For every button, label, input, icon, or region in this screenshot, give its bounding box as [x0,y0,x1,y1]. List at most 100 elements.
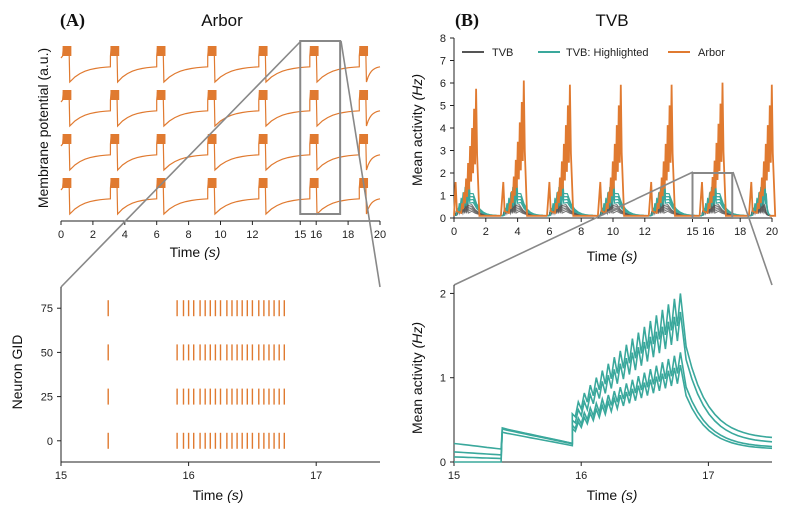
panel-b-top-x-tick-label: 8 [578,226,584,238]
arbor-burst [698,82,749,217]
panel-b-top-y-tick-label: 6 [440,78,446,90]
panel-b-bottom-x-tick-label: 15 [448,470,460,482]
panel-b-top-yticks: 0 1 2 3 4 5 6 7 8 [440,33,454,225]
arbor-burst [596,84,649,217]
burst-block [359,46,369,56]
panel-b-bottom-x-tick-label: 17 [702,470,714,482]
burst-block [110,46,120,56]
panel-b-top-xticks: 0 2 4 6 8 10 12 15 16 18 20 [451,218,778,238]
panel-b-top-y-tick-label: 8 [440,33,446,45]
burst-block [207,178,217,188]
panel-a-zoom-box [299,40,342,215]
panel-b-top-x-tick-label: 12 [639,226,651,238]
burst-block [207,90,217,100]
panel-a-zoom-connector-right [340,40,381,288]
panel-a-top-x-tick-label: 8 [186,229,192,241]
panel-b-top-x-tick-label: 10 [607,226,619,238]
burst-block [309,90,319,100]
panel-b-top-xlabel: Time (s) [587,248,638,264]
panel-b-top-y-tick-label: 7 [440,56,446,68]
panel-b-bottom-y-tick-label: 0 [440,457,446,469]
panel-b-zoom-connector-right [732,171,773,286]
arbor-series [453,80,777,217]
panel-a-top-x-tick-label: 12 [246,229,258,241]
panel-a-bottom-x-tick-label: 16 [182,470,194,482]
panel-b-top-x-tick-label: 15 [686,226,698,238]
panel-b-bottom-xticks: 15 16 17 [448,462,715,482]
panel-a-bottom: 0 25 50 75 15 16 17 Neuron GID Time (s) [9,287,380,503]
panel-a-bottom-y-tick-label: 25 [41,392,53,404]
panel-a-bottom-xlabel: Time (s) [193,487,244,503]
panel-a-bottom-x-tick-label: 15 [55,470,67,482]
membrane-trace-row [60,135,381,172]
panel-a-bottom-y-tick-label: 50 [41,347,53,359]
panel-a-bottom-yticks: 0 25 50 75 [41,303,61,448]
zoom-activity-trace-1 [453,293,773,450]
burst-block [156,178,166,188]
arbor-burst [748,84,777,217]
burst-block [110,134,120,144]
membrane-trace-row [60,179,381,216]
legend-arbor-label: Arbor [698,47,725,59]
panel-a-top-x-tick-label: 16 [310,229,322,241]
panel-a-top-xlabel: Time (s) [170,244,221,260]
panel-a-bottom-xticks: 15 16 17 [55,462,322,482]
burst-block [156,90,166,100]
burst-block [62,178,72,188]
arbor-burst [500,80,547,217]
panel-b-top-y-tick-label: 0 [440,213,446,225]
panel-b-bottom-x-tick-label: 16 [575,470,587,482]
panel-b-zoom-connector-left [453,171,694,286]
panel-a-top-x-tick-label: 10 [214,229,226,241]
burst-block [359,90,369,100]
panel-a-tag: (A) [60,10,85,31]
burst-block [156,46,166,56]
panel-a-top-x-tick-label: 0 [58,229,64,241]
panel-a-top-x-tick-label: 2 [90,229,96,241]
burst-block [258,46,268,56]
burst-block [309,134,319,144]
panel-b-top-y-tick-label: 4 [440,123,446,135]
legend-highlight-label: TVB: Highlighted [566,47,649,59]
panel-b-top-y-tick-label: 3 [440,146,446,158]
panel-b-bottom-y-tick-label: 2 [440,288,446,300]
spike-raster [107,300,285,449]
panel-a-zoom-connector-left [60,40,302,288]
panel-b-top-x-tick-label: 6 [546,226,552,238]
panel-a-bottom-y-tick-label: 0 [47,436,53,448]
panel-b-bottom-y-tick-label: 1 [440,373,446,385]
burst-block [110,178,120,188]
burst-block [62,134,72,144]
burst-block [309,178,319,188]
zoom-activity-trace-2 [453,311,773,456]
panel-b-top-x-tick-label: 18 [734,226,746,238]
panel-b-bottom-yticks: 0 1 2 [440,288,454,469]
panel-a-top-xticks: 0 2 4 6 8 10 12 15 16 18 20 [58,221,386,241]
panel-b-title: TVB [595,11,628,30]
arbor-burst [647,84,700,217]
burst-block [207,134,217,144]
panel-b-top-x-tick-label: 0 [451,226,457,238]
burst-block [207,46,217,56]
membrane-trace-row [60,91,381,128]
burst-block [62,46,72,56]
legend: TVB TVB: Highlighted Arbor [462,47,725,59]
burst-block [258,134,268,144]
panel-a-top-ylabel: Membrane potential (a.u.) [35,48,51,208]
legend-tvb-label: TVB [492,47,513,59]
panel-a-top-x-tick-label: 20 [374,229,386,241]
burst-block [258,90,268,100]
panel-b-bottom-xlabel: Time (s) [587,487,638,503]
arbor-burst [453,88,501,217]
panel-b-top-y-tick-label: 2 [440,168,446,180]
burst-block [62,90,72,100]
panel-a-title: Arbor [201,11,243,30]
burst-block [309,46,319,56]
zoom-activity-traces [453,293,773,463]
panel-b-top-x-tick-label: 4 [515,226,521,238]
zoom-activity-trace-4 [454,364,773,463]
panel-b-top-y-tick-label: 5 [440,101,446,113]
burst-block [258,178,268,188]
panel-a-top-x-tick-label: 15 [294,229,306,241]
